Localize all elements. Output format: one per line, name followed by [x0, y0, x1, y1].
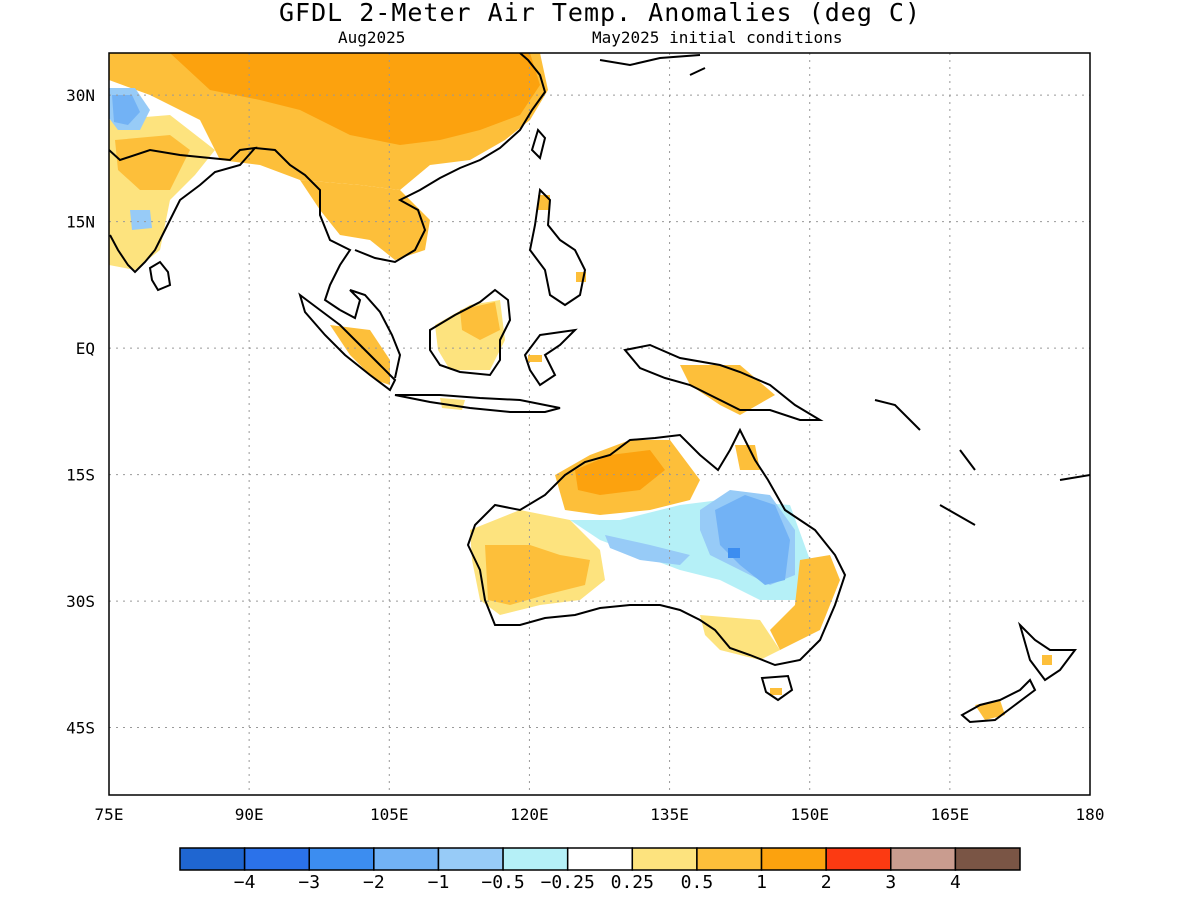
longitude-label: 165E: [931, 805, 970, 824]
coast-indochina: [354, 53, 547, 264]
latitude-label: EQ: [76, 339, 95, 358]
anomaly-east-australia-core: [728, 548, 740, 558]
coast-malay: [339, 289, 402, 379]
anomaly-central-cool-2: [605, 535, 690, 565]
grid-lines: [109, 53, 1090, 795]
longitude-label: 180: [1076, 805, 1105, 824]
longitude-label: 105E: [370, 805, 409, 824]
anomaly-north-australia-strong: [575, 450, 665, 495]
coast-nz-south: [960, 678, 1037, 724]
colorbar-label: −0.5: [481, 872, 524, 893]
coast-new-guinea: [623, 343, 824, 421]
valid-month: Aug2025: [338, 28, 406, 47]
colorbar-label: 0.25: [611, 872, 654, 893]
latitude-label: 30S: [66, 592, 95, 611]
coast-sri-lanka: [148, 260, 172, 292]
coast-china: [254, 147, 352, 311]
anomaly-india-warm: [115, 135, 190, 190]
colorbar-swatch: [373, 847, 440, 871]
colorbar-label: −4: [234, 872, 256, 893]
coast-tasmania: [760, 674, 794, 702]
colorbar-swatch: [566, 847, 634, 871]
latitude-label: 45S: [66, 719, 95, 738]
colorbar-swatch: [502, 847, 569, 871]
longitude-label: 120E: [510, 805, 549, 824]
coast-java: [394, 394, 561, 413]
coast-nz-north: [1017, 621, 1077, 682]
anomaly-india-cool-3: [130, 210, 152, 230]
colorbar-swatch: [696, 847, 763, 871]
anomaly-china-strong: [170, 53, 540, 145]
colorbar-label: 3: [885, 872, 896, 893]
latitude-label: 15S: [66, 466, 95, 485]
colorbar: −4 −3 −2 −1 −0.5 −0.25 0.25 0.5 1 2 3 4: [179, 847, 1021, 893]
colorbar-swatch: [631, 847, 698, 871]
latitude-label: 15N: [66, 213, 95, 232]
coast-borneo: [429, 288, 512, 377]
anomaly-new-guinea: [680, 365, 775, 415]
colorbar-label: −2: [363, 872, 385, 893]
map-title: GFDL 2-Meter Air Temp. Anomalies (deg C): [278, 0, 922, 27]
colorbar-label: 0.5: [681, 872, 714, 893]
anomaly-indochina: [300, 180, 430, 260]
colorbar-label: −1: [428, 872, 450, 893]
longitude-label: 135E: [650, 805, 689, 824]
longitude-labels: 75E 90E 105E 120E 135E 150E 165E 180: [95, 805, 1105, 824]
anomaly-southeast-warm: [700, 615, 780, 660]
coast-australia: [466, 427, 847, 667]
colorbar-label: −3: [298, 872, 320, 893]
latitude-label: 30N: [66, 86, 95, 105]
coast-sulawesi: [523, 328, 578, 387]
anomaly-west-australia-warm: [485, 545, 590, 605]
coast-philippines: [528, 187, 587, 307]
colorbar-swatch: [825, 847, 892, 871]
coastlines: [109, 53, 1090, 724]
coast-pacific-islands: [874, 399, 1090, 526]
colorbar-swatch: [437, 847, 504, 871]
anomaly-sumatra: [330, 325, 390, 385]
colorbar-swatch: [179, 847, 246, 871]
colorbar-swatch: [308, 847, 375, 871]
map-frame: [108, 52, 1091, 796]
anomaly-east-australia-strong: [715, 495, 790, 585]
colorbar-swatch: [243, 847, 310, 871]
colorbar-label: −0.25: [541, 872, 595, 893]
colorbar-swatch: [760, 847, 827, 871]
anomaly-yorke-warm: [735, 445, 760, 470]
colorbar-label: 1: [756, 872, 767, 893]
latitude-labels: 30N 15N EQ 15S 30S 45S: [66, 86, 95, 737]
longitude-label: 150E: [790, 805, 829, 824]
anomaly-taiwan-area: [538, 195, 550, 210]
coast-taiwan: [530, 127, 547, 160]
longitude-label: 90E: [235, 805, 264, 824]
longitude-label: 75E: [95, 805, 124, 824]
colorbar-label: 4: [950, 872, 961, 893]
anomaly-new-zealand-north: [1042, 655, 1052, 665]
colorbar-label: 2: [821, 872, 832, 893]
coast-sumatra: [298, 292, 397, 392]
anomaly-borneo-warm: [460, 302, 500, 340]
coast-india: [109, 146, 258, 274]
anomaly-shading: [109, 53, 1052, 720]
colorbar-swatch: [890, 847, 957, 871]
coast-japan: [599, 54, 706, 76]
anomaly-sulawesi: [528, 355, 542, 362]
anomaly-tasmania: [770, 688, 782, 695]
initial-conditions: May2025 initial conditions: [592, 28, 843, 47]
anomaly-east-coast-warm: [770, 555, 840, 650]
colorbar-swatch: [954, 847, 1021, 871]
anomaly-india-cool-2: [112, 95, 140, 125]
